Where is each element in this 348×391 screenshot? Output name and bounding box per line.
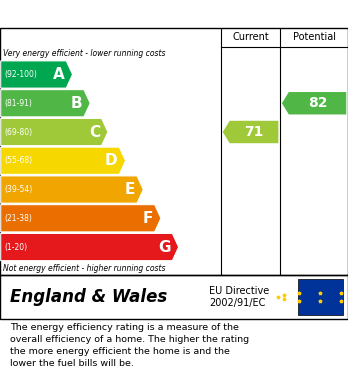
Text: (81-91): (81-91) xyxy=(4,99,32,108)
Text: Very energy efficient - lower running costs: Very energy efficient - lower running co… xyxy=(3,49,166,58)
Text: Energy Efficiency Rating: Energy Efficiency Rating xyxy=(10,7,220,22)
Text: Potential: Potential xyxy=(293,32,335,42)
Polygon shape xyxy=(1,176,143,203)
Polygon shape xyxy=(1,147,126,174)
Text: F: F xyxy=(143,211,153,226)
Text: (39-54): (39-54) xyxy=(4,185,32,194)
Polygon shape xyxy=(1,61,72,88)
Text: D: D xyxy=(105,153,118,168)
Polygon shape xyxy=(1,204,161,232)
Text: (55-68): (55-68) xyxy=(4,156,32,165)
Polygon shape xyxy=(1,118,108,145)
Text: (69-80): (69-80) xyxy=(4,127,32,136)
Text: Current: Current xyxy=(232,32,269,42)
Text: EU Directive
2002/91/EC: EU Directive 2002/91/EC xyxy=(209,286,269,308)
Text: (1-20): (1-20) xyxy=(4,242,27,251)
Text: A: A xyxy=(53,67,65,82)
Text: G: G xyxy=(158,240,171,255)
Text: The energy efficiency rating is a measure of the
overall efficiency of a home. T: The energy efficiency rating is a measur… xyxy=(10,323,250,368)
Text: England & Wales: England & Wales xyxy=(10,288,168,306)
Text: Not energy efficient - higher running costs: Not energy efficient - higher running co… xyxy=(3,264,166,273)
Text: 71: 71 xyxy=(244,125,264,139)
Bar xyxy=(298,278,343,316)
Text: (92-100): (92-100) xyxy=(4,70,37,79)
Polygon shape xyxy=(223,121,278,143)
Polygon shape xyxy=(1,90,90,117)
Text: B: B xyxy=(71,96,82,111)
Text: (21-38): (21-38) xyxy=(4,214,32,223)
Text: C: C xyxy=(89,124,100,140)
Polygon shape xyxy=(1,233,179,261)
Text: E: E xyxy=(125,182,135,197)
Polygon shape xyxy=(282,92,346,115)
Text: 82: 82 xyxy=(308,96,327,110)
